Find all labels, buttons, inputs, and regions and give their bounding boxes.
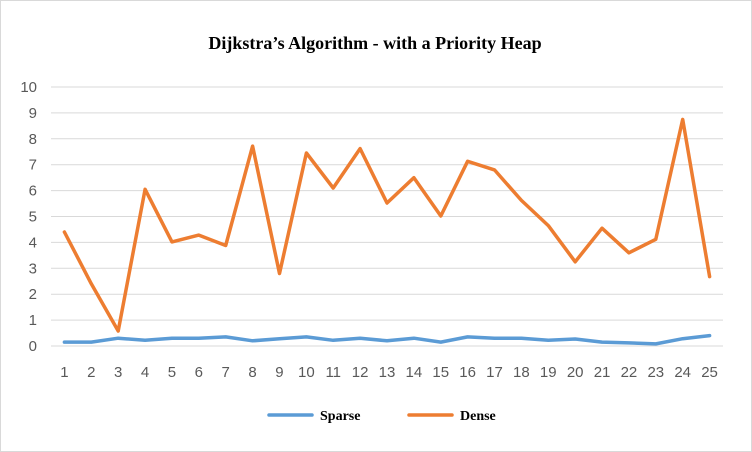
data-point-sparse xyxy=(708,334,711,337)
y-tick-label: 1 xyxy=(29,312,37,329)
x-tick-label: 5 xyxy=(168,364,176,381)
x-tick-label: 10 xyxy=(298,364,315,381)
legend-item-sparse: Sparse xyxy=(267,409,360,424)
y-tick-label: 8 xyxy=(29,131,37,148)
y-tick-label: 9 xyxy=(29,105,37,122)
data-point-dense xyxy=(466,160,469,163)
data-point-dense xyxy=(385,201,389,205)
data-point-sparse xyxy=(439,340,442,344)
series-line-dense xyxy=(62,117,712,333)
x-tick-label: 6 xyxy=(195,364,203,381)
x-tick-label: 13 xyxy=(379,364,396,381)
data-point-dense xyxy=(332,186,335,190)
data-point-dense xyxy=(117,329,120,333)
data-point-dense xyxy=(681,118,684,121)
x-tick-label: 21 xyxy=(594,364,611,381)
x-tick-label: 12 xyxy=(352,364,369,381)
x-tick-label: 25 xyxy=(701,364,718,381)
data-point-dense xyxy=(439,214,442,218)
data-point-dense xyxy=(278,272,281,275)
data-point-sparse xyxy=(358,337,362,340)
data-point-dense xyxy=(197,233,201,237)
data-point-sparse xyxy=(197,337,201,340)
x-tick-label: 7 xyxy=(222,364,230,381)
x-tick-label: 11 xyxy=(325,364,341,381)
data-point-sparse xyxy=(332,339,335,342)
data-point-dense xyxy=(627,251,631,254)
data-point-sparse xyxy=(573,337,577,341)
data-point-dense xyxy=(143,188,147,191)
x-axis-tick-labels: 1 2 3 4 5 6 7 8 9 10 11 12 13 14 15 16 17 18 19 20 21 22 23 24 2… xyxy=(60,364,718,381)
y-axis-tick-labels: 0 1 2 3 4 5 6 7 8 9 10 xyxy=(20,79,37,355)
data-point-sparse xyxy=(305,335,308,339)
x-tick-label: 17 xyxy=(486,364,503,381)
y-tick-label: 3 xyxy=(29,260,37,277)
data-point-sparse xyxy=(385,339,389,343)
data-point-sparse xyxy=(117,337,120,340)
data-point-dense xyxy=(547,224,550,227)
data-point-dense xyxy=(412,176,416,179)
data-point-sparse xyxy=(681,337,684,340)
legend-item-dense: Dense xyxy=(407,409,496,424)
data-point-sparse xyxy=(412,337,416,340)
data-point-dense xyxy=(224,244,227,247)
data-point-sparse xyxy=(251,339,254,343)
data-point-dense xyxy=(63,230,66,234)
legend: Sparse Dense xyxy=(267,409,496,424)
y-tick-label: 10 xyxy=(20,79,37,96)
y-tick-label: 6 xyxy=(29,183,37,200)
data-point-dense xyxy=(493,168,496,172)
x-tick-label: 15 xyxy=(432,364,449,381)
data-point-sparse xyxy=(466,335,469,339)
data-point-sparse xyxy=(493,337,496,340)
y-tick-label: 4 xyxy=(29,234,37,251)
x-tick-label: 20 xyxy=(567,364,584,381)
data-point-dense xyxy=(251,144,254,148)
x-tick-label: 4 xyxy=(141,364,149,381)
data-point-sparse xyxy=(63,340,66,344)
data-point-sparse xyxy=(224,335,227,339)
data-point-sparse xyxy=(627,341,631,345)
data-point-dense xyxy=(90,282,93,286)
data-point-sparse xyxy=(600,340,604,344)
y-tick-label: 0 xyxy=(29,338,37,355)
data-point-dense xyxy=(654,238,657,241)
data-point-sparse xyxy=(654,342,657,346)
x-tick-label: 22 xyxy=(621,364,638,381)
data-point-dense xyxy=(600,226,604,230)
data-point-sparse xyxy=(90,340,93,344)
data-point-dense xyxy=(520,199,523,202)
x-tick-label: 9 xyxy=(275,364,283,381)
data-point-sparse xyxy=(278,337,281,340)
gridlines xyxy=(51,86,723,347)
legend-label: Dense xyxy=(460,409,496,424)
x-tick-label: 2 xyxy=(87,364,95,381)
x-tick-label: 3 xyxy=(114,364,122,381)
legend-label: Sparse xyxy=(320,409,360,424)
data-point-sparse xyxy=(143,339,147,342)
data-point-dense xyxy=(170,240,174,244)
chart-title: Dijkstra’s Algorithm - with a Priority H… xyxy=(208,33,541,53)
data-point-dense xyxy=(708,275,711,278)
data-point-sparse xyxy=(520,337,523,340)
x-tick-label: 19 xyxy=(540,364,557,381)
series-lines xyxy=(62,117,712,346)
y-tick-label: 2 xyxy=(29,286,37,303)
x-tick-label: 8 xyxy=(248,364,256,381)
x-tick-label: 23 xyxy=(647,364,664,381)
x-tick-label: 14 xyxy=(406,364,423,381)
x-tick-label: 1 xyxy=(60,364,68,381)
data-point-sparse xyxy=(170,337,174,340)
x-tick-label: 18 xyxy=(513,364,530,381)
data-point-dense xyxy=(573,260,577,264)
data-point-dense xyxy=(305,151,308,155)
y-tick-label: 7 xyxy=(29,157,37,174)
y-tick-label: 5 xyxy=(29,209,37,226)
data-point-sparse xyxy=(547,339,550,342)
data-point-dense xyxy=(358,147,362,150)
x-tick-label: 24 xyxy=(674,364,691,381)
x-tick-label: 16 xyxy=(459,364,476,381)
